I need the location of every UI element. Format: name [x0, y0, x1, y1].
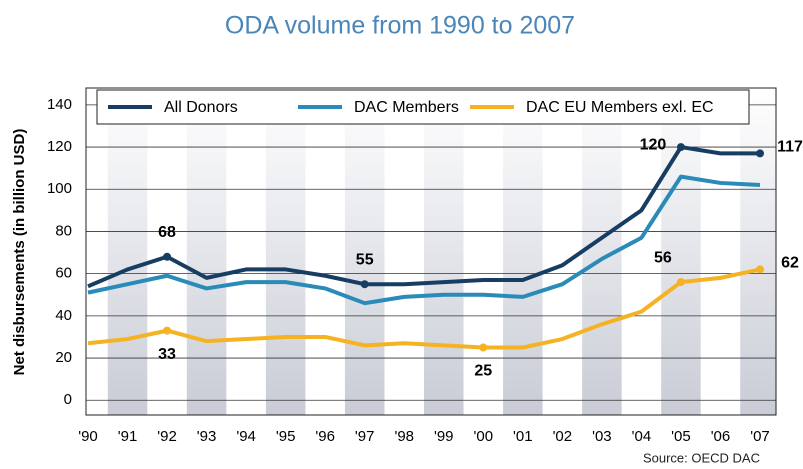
y-tick-label: 140	[47, 96, 72, 113]
x-tick-label: '93	[197, 428, 217, 445]
source: Source: OECD DAC	[643, 450, 760, 465]
x-tick-label: '98	[394, 428, 414, 445]
column-band	[107, 88, 148, 415]
x-tick-label: '05	[671, 428, 691, 445]
series-line	[87, 174, 761, 306]
data-label: 55	[356, 251, 374, 268]
data-point	[756, 265, 764, 274]
y-tick-label: 120	[47, 138, 72, 155]
data-point	[163, 326, 172, 335]
legend-label: DAC Members	[354, 99, 459, 116]
data-point	[756, 149, 764, 158]
x-tick-label: '07	[750, 428, 770, 445]
column-band	[740, 88, 776, 415]
x-tick-label: '00	[474, 428, 494, 445]
column-band	[424, 88, 464, 415]
data-point	[163, 252, 172, 261]
data-label: 25	[474, 363, 492, 380]
y-tick-label: 0	[64, 391, 72, 408]
data-label: 33	[158, 346, 176, 363]
x-tick-label: '94	[236, 428, 256, 445]
data-point	[479, 343, 488, 352]
x-tick-label: '90	[78, 428, 98, 445]
y-tick-label: 100	[47, 180, 72, 197]
x-tick-label: '02	[553, 428, 573, 445]
data-label: 120	[640, 136, 667, 153]
legend-label: All Donors	[164, 99, 238, 116]
series-line	[87, 145, 760, 289]
x-tick-label: '96	[315, 428, 335, 445]
column-band	[661, 88, 701, 415]
legend-box	[96, 89, 750, 125]
data-point	[360, 280, 369, 289]
y-tick-label: 80	[55, 222, 72, 239]
data-label: 68	[158, 224, 176, 241]
x-tick-label: '99	[434, 428, 454, 445]
x-tick-label: '95	[276, 428, 296, 445]
plot-frame	[85, 87, 777, 416]
column-band	[265, 88, 306, 415]
x-tick-label: '92	[157, 428, 177, 445]
y-tick-label: 40	[55, 307, 72, 324]
y-axis-label: Net disbursements (in billion USD)	[11, 129, 28, 376]
column-band	[503, 88, 543, 415]
chart-title: ODA volume from 1990 to 2007	[225, 12, 575, 40]
x-tick-label: '04	[632, 428, 652, 445]
data-point	[676, 143, 685, 152]
column-band	[344, 88, 385, 415]
data-label: 117	[777, 139, 803, 156]
x-tick-label: '06	[711, 428, 731, 445]
y-tick-label: 20	[55, 349, 72, 366]
y-tick-label: 60	[55, 265, 72, 282]
x-tick-label: '97	[355, 428, 375, 445]
data-label: 56	[654, 249, 672, 266]
x-tick-label: '03	[592, 428, 612, 445]
legend-label: DAC EU Members exl. EC	[526, 99, 714, 116]
x-tick-label: '01	[513, 428, 533, 445]
data-point	[676, 278, 685, 287]
data-label: 62	[781, 255, 799, 272]
series-line	[87, 267, 761, 350]
x-tick-label: '91	[118, 428, 138, 445]
column-band	[186, 88, 227, 415]
